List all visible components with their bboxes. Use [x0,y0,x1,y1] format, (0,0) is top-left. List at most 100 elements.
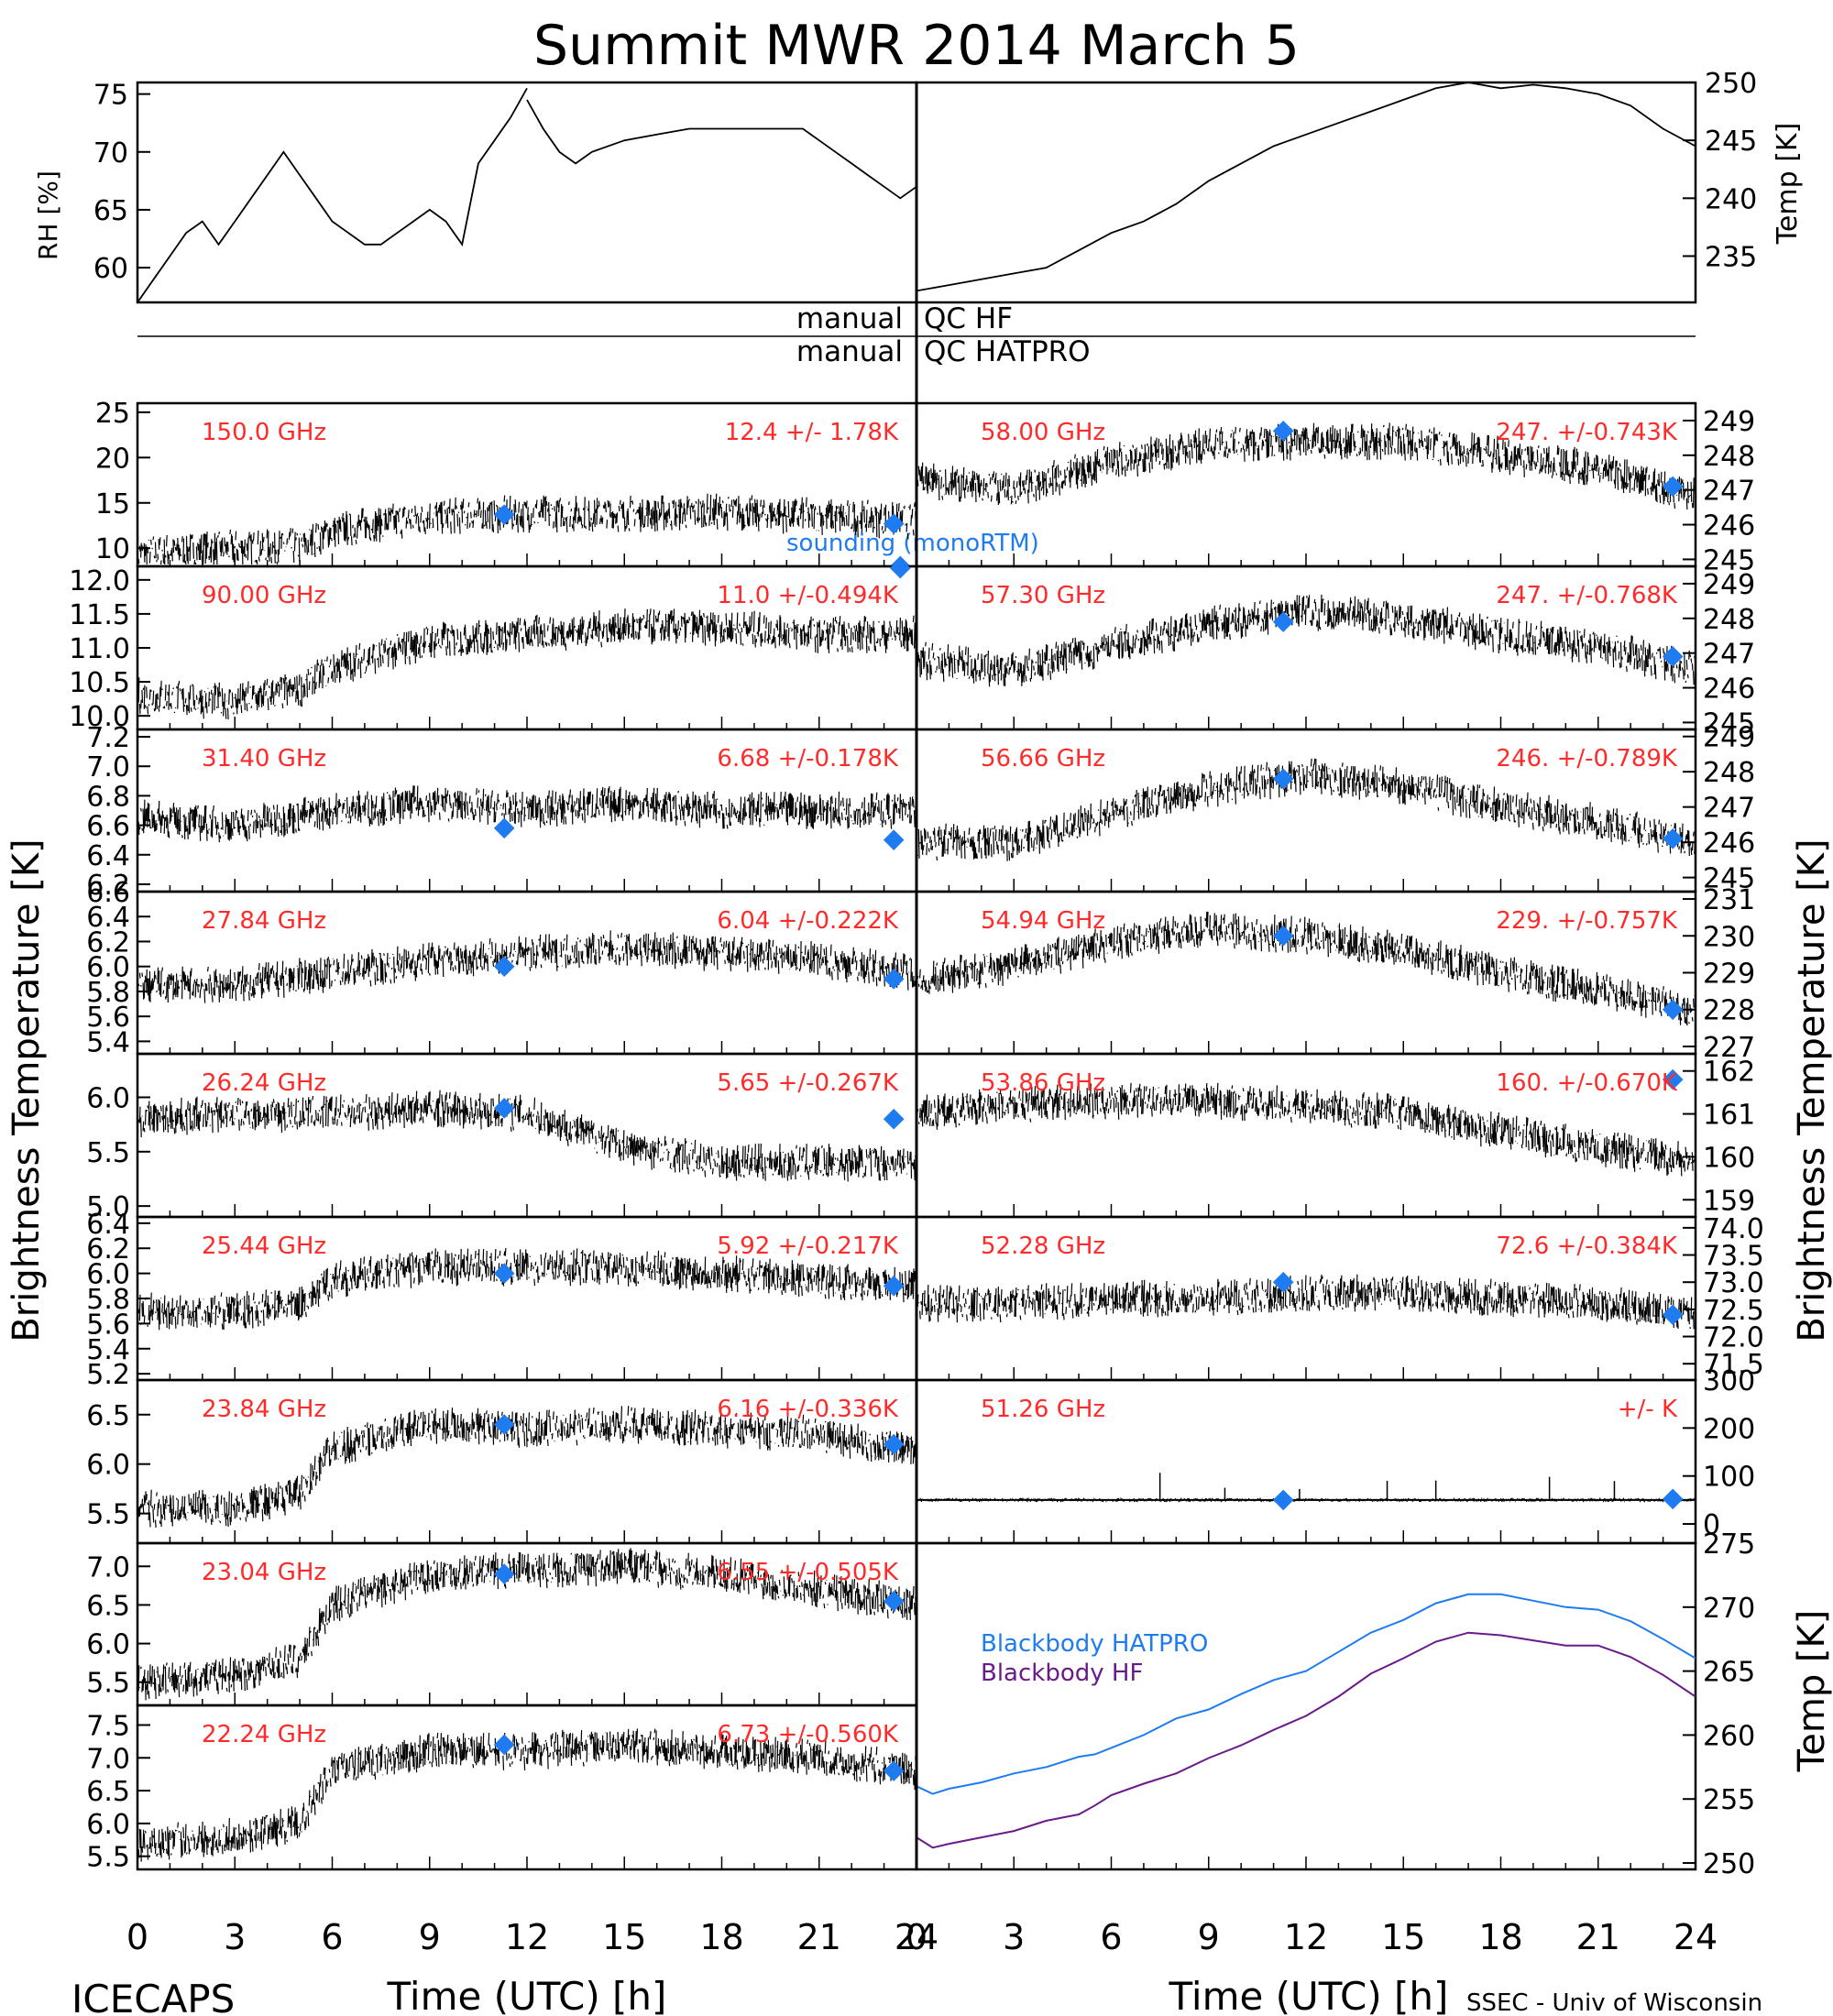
y-tick-label: 72.5 [1703,1295,1764,1327]
x-tick-label-left: 12 [505,1917,549,1957]
sounding-marker [1662,827,1684,849]
y-tick-label: 200 [1703,1413,1755,1445]
y-tick-label: 5.2 [86,1359,130,1391]
sounding-marker [1272,768,1294,790]
channel-150-0-ghz-trace [137,493,918,565]
x-axis-label-right: Time (UTC) [h] [1169,1974,1449,2016]
blackbody-hf-line [916,1631,1696,1849]
y-tick-label: 249 [1703,406,1755,438]
y-tick-label: 10.0 [69,701,130,733]
temp-series-line [916,82,1696,292]
qc-hatpro-label: QC HATPRO [924,335,1091,368]
y-tick-label: 6.0 [86,1629,130,1661]
bb-y-tick-label: 260 [1703,1720,1755,1752]
sounding-marker [883,513,905,534]
sounding-marker [883,1433,905,1455]
sounding-marker [1272,1271,1294,1293]
x-tick-label-right: 21 [1576,1917,1620,1957]
rh-tick-label: 65 [93,195,128,227]
channel-31-40-ghz-frequency-label: 31.40 GHz [202,745,326,772]
footer-icecaps: ICECAPS [71,1977,235,2016]
sounding-marker [493,1263,515,1284]
y-tick-label: 73.0 [1703,1267,1764,1299]
sounding-marker [493,504,515,525]
sounding-marker [493,956,515,978]
y-tick-label: 160 [1703,1142,1755,1174]
channel-57-30-ghz-frequency-label: 57.30 GHz [981,582,1105,609]
bb-y-tick-label: 265 [1703,1657,1755,1689]
x-tick-label-right: 15 [1381,1917,1425,1957]
blackbody-temp-axis-label: Temp [K] [1791,1610,1833,1773]
sounding-marker [1662,1068,1684,1090]
channel-58-00-ghz-frequency-label: 58.00 GHz [981,419,1105,446]
channel-27-84-ghz-trace [137,930,918,1003]
temp-tick-label: 235 [1705,241,1757,273]
y-tick-label: 73.5 [1703,1241,1764,1273]
sounding-marker [1272,925,1294,947]
rh-axis-label: RH [%] [33,170,63,260]
y-tick-label: 0 [1703,1509,1720,1541]
y-tick-label: 5.5 [86,1668,130,1700]
sounding-marker [493,1414,515,1435]
y-tick-label: 248 [1703,604,1755,636]
x-tick-label-right: 0 [906,1917,927,1957]
channel-22-24-ghz-frequency-label: 22.24 GHz [202,1721,326,1748]
y-tick-label: 6.2 [86,926,130,959]
channel-27-84-ghz-frequency-label: 27.84 GHz [202,907,326,935]
y-tick-label: 5.5 [86,1137,130,1169]
x-tick-label-left: 24 [895,1917,938,1957]
y-tick-label: 6.4 [86,1209,130,1241]
channel-51-26-ghz-frequency-label: 51.26 GHz [981,1396,1105,1423]
y-tick-label: 100 [1703,1462,1755,1494]
channel-23-04-ghz-frequency-label: 23.04 GHz [202,1559,326,1586]
y-tick-label: 11.0 [69,633,130,665]
y-tick-label: 11.5 [69,599,130,631]
channel-52-28-ghz-frequency-label: 52.28 GHz [981,1233,1105,1260]
y-tick-label: 5.6 [86,1309,130,1341]
channel-23-84-ghz-trace [137,1406,918,1528]
channel-90-00-ghz-frequency-label: 90.00 GHz [202,582,326,609]
figure-title: Summit MWR 2014 March 5 [533,14,1300,78]
channel-58-00-ghz-stats-label: 247. +/-0.743K [1496,419,1678,446]
channel-53-86-ghz-frequency-label: 53.86 GHz [981,1069,1105,1097]
x-tick-label-right: 24 [1674,1917,1718,1957]
channel-57-30-ghz-stats-label: 247. +/-0.768K [1496,582,1678,609]
blackbody-hatpro-line [916,1593,1696,1795]
bb-y-tick-label: 270 [1703,1593,1755,1625]
y-tick-label: 248 [1703,757,1755,789]
y-tick-label: 5.4 [86,1334,130,1366]
qc-label-left-1: manual [796,302,903,335]
sounding-legend: sounding (monoRTM) [786,530,1039,557]
y-tick-label: 249 [1703,722,1755,754]
y-tick-label: 6.0 [86,1259,130,1291]
y-tick-label: 71.5 [1703,1349,1764,1381]
x-tick-label-left: 18 [699,1917,743,1957]
y-tick-label: 74.0 [1703,1213,1764,1245]
channel-25-44-ghz-stats-label: 5.92 +/-0.217K [717,1233,899,1260]
sounding-marker [1662,1488,1684,1510]
y-tick-label: 12.0 [69,565,130,597]
channel-26-24-ghz-stats-label: 5.65 +/-0.267K [717,1069,899,1097]
channel-54-94-ghz-stats-label: 229. +/-0.757K [1496,907,1678,935]
channel-150-0-ghz-stats-label: 12.4 +/- 1.78K [725,419,899,446]
y-tick-label: 247 [1703,639,1755,671]
y-tick-label: 246 [1703,510,1755,542]
sounding-marker [1272,1489,1294,1511]
x-tick-label-left: 0 [126,1917,148,1957]
channel-52-28-ghz-stats-label: 72.6 +/-0.384K [1496,1233,1678,1260]
y-tick-label: 5.4 [86,1026,130,1058]
legend-blackbody-hf: Blackbody HF [981,1660,1143,1687]
sounding-marker [493,1734,515,1756]
y-tick-label: 15 [95,488,130,520]
channel-56-66-ghz-trace [916,758,1697,861]
y-tick-label: 248 [1703,441,1755,473]
sounding-marker [883,1590,905,1612]
sounding-marker [1662,646,1684,667]
y-tick-label: 10.5 [69,667,130,699]
x-tick-label-right: 3 [1003,1917,1025,1957]
y-tick-label: 246 [1703,674,1755,706]
y-tick-label: 247 [1703,476,1755,508]
y-tick-label: 72.0 [1703,1322,1764,1354]
